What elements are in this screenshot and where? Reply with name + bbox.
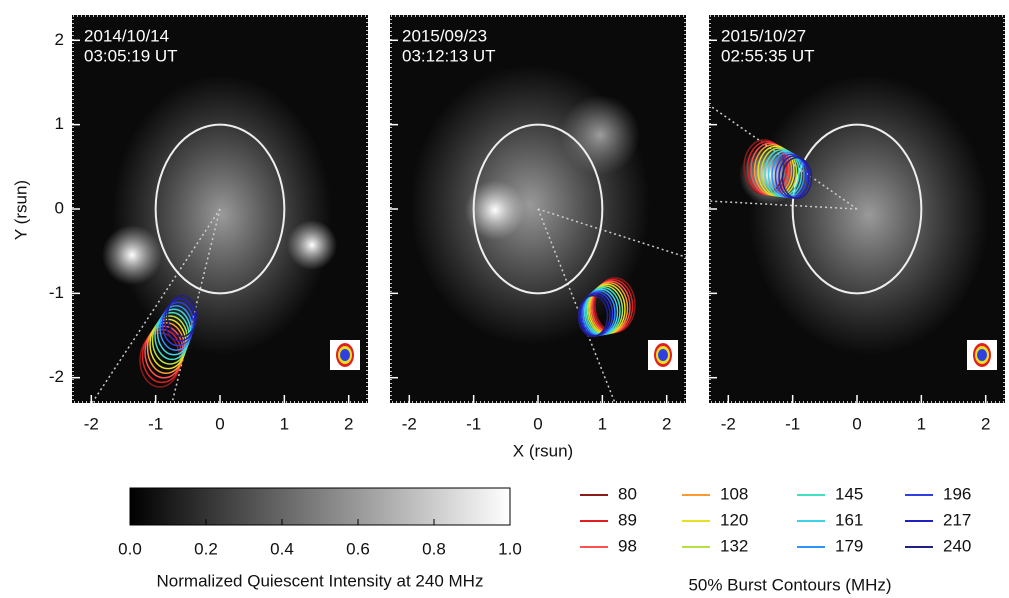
figure: Y (rsun) X (rsun) Normalized Quiescent I… — [0, 0, 1009, 598]
legend-label: 80 — [618, 484, 637, 503]
x-tick-label: -1 — [148, 414, 163, 433]
emission — [102, 225, 162, 285]
x-tick-label: 0 — [215, 414, 224, 433]
legend-label: 161 — [835, 510, 863, 529]
colorbar-tick-label: 0.4 — [270, 539, 294, 558]
x-tick-label: 1 — [598, 414, 607, 433]
legend-label: 196 — [943, 484, 971, 503]
legend-label: 179 — [835, 536, 863, 555]
emission — [560, 95, 640, 175]
emission — [749, 75, 989, 355]
panel-date: 2015/09/23 — [402, 26, 487, 45]
legend-label: 240 — [943, 536, 971, 555]
x-tick-label: -2 — [721, 414, 736, 433]
colorbar-tick-label: 1.0 — [498, 539, 522, 558]
emission — [287, 220, 337, 270]
panel-date: 2015/10/27 — [721, 26, 806, 45]
legend-title: 50% Burst Contours (MHz) — [688, 575, 891, 594]
x-tick-label: -2 — [402, 414, 417, 433]
x-tick-label: -1 — [466, 414, 481, 433]
colorbar — [130, 488, 510, 525]
colorbar-tick-label: 0.8 — [422, 539, 446, 558]
panel-time: 03:05:19 UT — [84, 46, 178, 65]
x-tick-label: 1 — [280, 414, 289, 433]
panel-time: 02:55:35 UT — [721, 46, 815, 65]
colorbar-tick-label: 0.2 — [194, 539, 218, 558]
legend-label: 145 — [835, 484, 863, 503]
legend-label: 132 — [720, 536, 748, 555]
legend-label: 120 — [720, 510, 748, 529]
x-tick-label: 0 — [852, 414, 861, 433]
colorbar-tick-label: 0.0 — [118, 539, 142, 558]
x-tick-label: 2 — [981, 414, 990, 433]
x-tick-label: 1 — [917, 414, 926, 433]
y-tick-label: -2 — [49, 367, 64, 386]
colorbar-label: Normalized Quiescent Intensity at 240 MH… — [157, 571, 484, 590]
panel-time: 03:12:13 UT — [402, 46, 496, 65]
beam — [658, 349, 668, 361]
y-tick-label: -1 — [49, 283, 64, 302]
beam — [340, 349, 350, 361]
legend-label: 89 — [618, 510, 637, 529]
emission — [112, 75, 332, 355]
legend-label: 98 — [618, 536, 637, 555]
x-tick-label: -1 — [785, 414, 800, 433]
beam — [977, 349, 987, 361]
x-tick-label: 2 — [662, 414, 671, 433]
x-tick-label: 2 — [344, 414, 353, 433]
y-axis-label: Y (rsun) — [11, 180, 30, 240]
y-tick-label: 0 — [55, 198, 64, 217]
x-axis-label: X (rsun) — [513, 441, 573, 460]
x-tick-label: 0 — [533, 414, 542, 433]
panel-date: 2014/10/14 — [84, 26, 169, 45]
legend-label: 108 — [720, 484, 748, 503]
y-tick-label: 1 — [55, 114, 64, 133]
y-tick-label: 2 — [55, 30, 64, 49]
legend-label: 217 — [943, 510, 971, 529]
colorbar-tick-label: 0.6 — [346, 539, 370, 558]
x-tick-label: -2 — [84, 414, 99, 433]
